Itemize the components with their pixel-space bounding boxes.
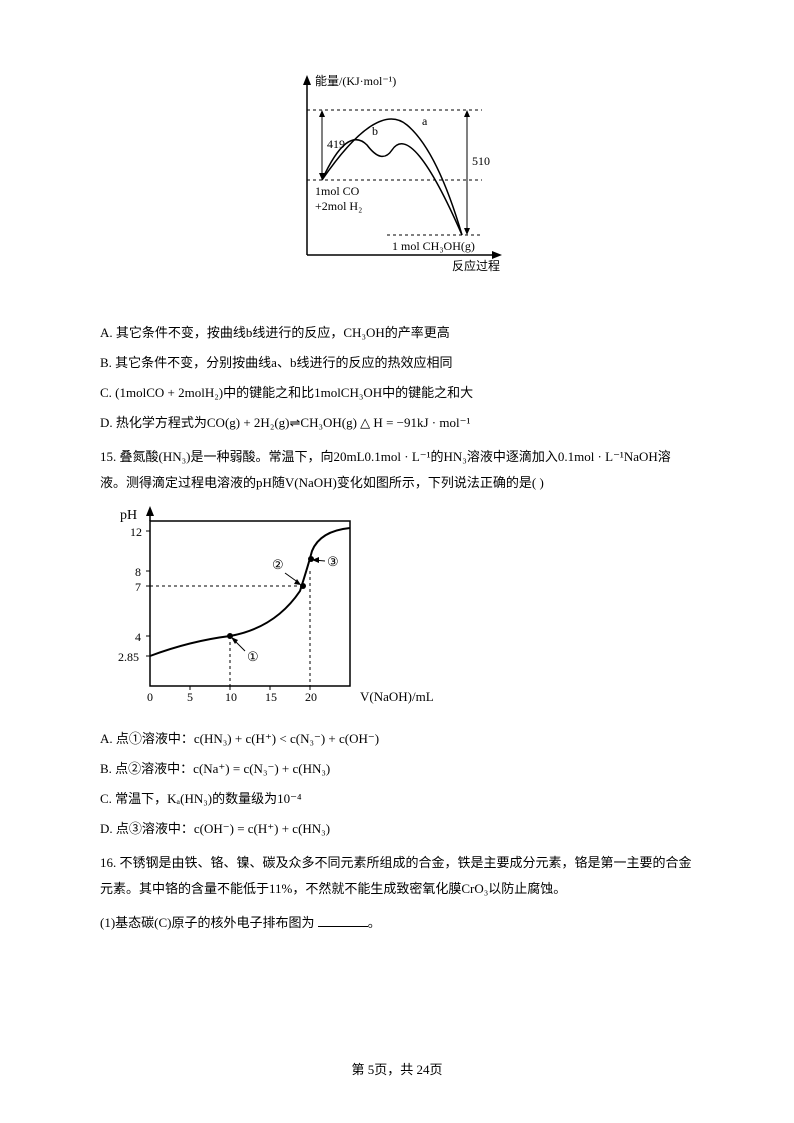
ytick-12: 12 bbox=[130, 525, 142, 539]
ytick-8: 8 bbox=[135, 565, 141, 579]
option-a1: A. 其它条件不变，按曲线b线进行的反应，CH₃OH的产率更高 bbox=[100, 320, 694, 346]
option-c1: C. (1molCO + 2molH₂)中的键能之和比1molCH₃OH中的键能… bbox=[100, 380, 694, 406]
blank-input[interactable] bbox=[318, 926, 368, 927]
question-16-sub1: (1)基态碳(C)原子的核外电子排布图为 。 bbox=[100, 910, 694, 936]
xtick-0: 0 bbox=[147, 690, 153, 704]
question-16: 16. 不锈钢是由铁、铬、镍、碳及众多不同元素所组成的合金，铁是主要成分元素，铬… bbox=[100, 850, 694, 902]
option-b1: B. 其它条件不变，分别按曲线a、b线进行的反应的热效应相同 bbox=[100, 350, 694, 376]
xtick-5: 5 bbox=[187, 690, 193, 704]
xtick-20: 20 bbox=[305, 690, 317, 704]
curve-a-label: a bbox=[422, 114, 428, 128]
energy-diagram: 能量/(KJ·mol⁻¹) 反应过程 a b 419 510 1mol CO +… bbox=[267, 70, 527, 300]
titration-chart: pH 12 8 7 4 2.85 0 5 10 15 20 V(NaOH)/mL… bbox=[100, 506, 440, 716]
xtick-15: 15 bbox=[265, 690, 277, 704]
question-15: 15. 叠氮酸(HN₃)是一种弱酸。常温下，向20mL0.1mol · L⁻¹的… bbox=[100, 444, 694, 496]
ytick-4: 4 bbox=[135, 630, 141, 644]
q16-text2: (1)基态碳(C)原子的核外电子排布图为 bbox=[100, 915, 318, 930]
option-d1: D. 热化学方程式为CO(g) + 2H₂(g)⇌CH₃OH(g) △ H = … bbox=[100, 410, 694, 436]
option-a2: A. 点①溶液中：c(HN₃) + c(H⁺) < c(N₃⁻) + c(OH⁻… bbox=[100, 726, 694, 752]
reactants-line2: +2mol H₂ bbox=[315, 199, 362, 213]
option-b2: B. 点②溶液中：c(Na⁺) = c(N₃⁻) + c(HN₃) bbox=[100, 756, 694, 782]
right-value: 510 bbox=[472, 154, 490, 168]
x-axis-label-2: V(NaOH)/mL bbox=[360, 689, 434, 704]
page-number: 第 5页，共 24页 bbox=[0, 1057, 794, 1083]
option-d2: D. 点③溶液中：c(OH⁻) = c(H⁺) + c(HN₃) bbox=[100, 816, 694, 842]
left-value: 419 bbox=[327, 137, 345, 151]
reactants-line1: 1mol CO bbox=[315, 184, 360, 198]
point2-label: ② bbox=[272, 557, 284, 572]
products-label: 1 mol CH₃OH(g) bbox=[392, 239, 475, 253]
x-axis-label: 反应过程 bbox=[452, 258, 500, 273]
point3-label: ③ bbox=[327, 554, 339, 569]
option-c2: C. 常温下，Kₐ(HN₃)的数量级为10⁻⁴ bbox=[100, 786, 694, 812]
q16-suffix: 。 bbox=[368, 915, 381, 930]
ytick-285: 2.85 bbox=[118, 650, 139, 664]
xtick-10: 10 bbox=[225, 690, 237, 704]
point1-label: ① bbox=[247, 649, 259, 664]
curve-b-label: b bbox=[372, 124, 378, 138]
y-axis-label: 能量/(KJ·mol⁻¹) bbox=[315, 74, 396, 88]
ph-label: pH bbox=[120, 508, 137, 523]
ytick-7: 7 bbox=[135, 580, 141, 594]
